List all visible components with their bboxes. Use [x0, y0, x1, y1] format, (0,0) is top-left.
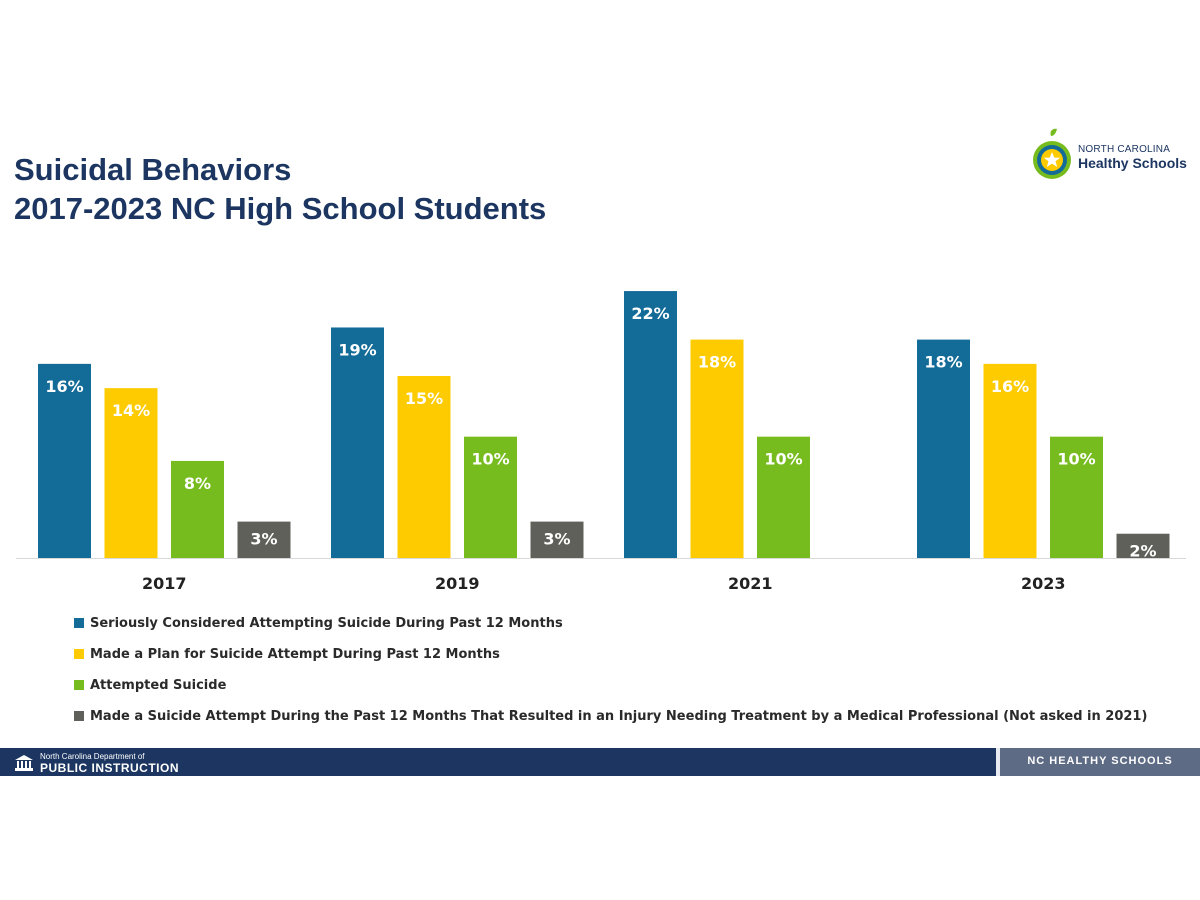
footer-brand-box: NC HEALTHY SCHOOLS — [996, 748, 1200, 776]
bar-label-2023-series-3: 10% — [1057, 450, 1095, 469]
bar-2023-series-1 — [917, 339, 970, 558]
bar-2019-series-2 — [397, 376, 451, 558]
bar-chart: 16% 14% 8% 3% 2017 19% 15% 10% 3% 2019 22% 18% 10% 20… — [16, 291, 1186, 593]
legend-label-3: Attempted Suicide — [90, 678, 227, 693]
footer-bar: North Carolina Department of PUBLIC INST… — [0, 748, 1200, 776]
chart-legend: Seriously Considered Attempting Suicide … — [74, 614, 1147, 738]
legend-label-4: Made a Suicide Attempt During the Past 1… — [90, 709, 1148, 724]
legend-swatch-2 — [74, 649, 84, 659]
logo-text-line-1: NORTH CAROLINA — [1078, 144, 1171, 155]
legend-item-2: Made a Plan for Suicide Attempt During P… — [74, 645, 1147, 676]
legend-swatch-4 — [74, 711, 84, 721]
legend-label-1: Seriously Considered Attempting Suicide … — [90, 616, 563, 631]
bar-2021-series-3 — [757, 436, 810, 558]
legend-swatch-3 — [74, 680, 84, 690]
bar-label-2019-series-3: 10% — [471, 450, 509, 469]
title-line-2: 2017-2023 NC High School Students — [14, 191, 547, 226]
healthy-schools-logo: NORTH CAROLINA Healthy Schools — [1030, 128, 1190, 186]
x-axis-label-2019: 2019 — [435, 574, 480, 593]
bar-2021-series-2 — [690, 339, 744, 558]
bar-label-2023-series-1: 18% — [924, 353, 962, 372]
bar-2021-series-1 — [624, 291, 677, 558]
title-line-1: Suicidal Behaviors — [14, 152, 292, 187]
bar-2023-series-2 — [983, 363, 1037, 558]
footer-brand-text: NC HEALTHY SCHOOLS — [1027, 755, 1173, 767]
legend-label-2: Made a Plan for Suicide Attempt During P… — [90, 647, 500, 662]
legend-item-3: Attempted Suicide — [74, 676, 1147, 707]
footer-public-instruction: PUBLIC INSTRUCTION — [40, 761, 179, 775]
bar-label-2019-series-4: 3% — [543, 530, 570, 549]
bar-label-2021-series-2: 18% — [698, 353, 736, 372]
slide-title: Suicidal Behaviors 2017-2023 NC High Sch… — [14, 150, 546, 228]
bar-label-2019-series-2: 15% — [405, 389, 443, 408]
apple-star-icon — [1033, 128, 1071, 179]
bar-label-2017-series-4: 3% — [250, 530, 277, 549]
bar-2017-series-4 — [237, 521, 291, 558]
state-capitol-icon — [15, 755, 33, 771]
bar-label-2019-series-1: 19% — [338, 340, 376, 359]
bar-2019-series-1 — [331, 327, 384, 558]
bar-2023-series-4 — [1116, 533, 1170, 558]
bar-2019-series-3 — [464, 436, 517, 558]
legend-item-1: Seriously Considered Attempting Suicide … — [74, 614, 1147, 645]
bar-label-2017-series-3: 8% — [184, 474, 211, 493]
x-axis-label-2021: 2021 — [728, 574, 773, 593]
bar-2019-series-4 — [530, 521, 584, 558]
bar-label-2023-series-2: 16% — [991, 377, 1029, 396]
bar-2023-series-3 — [1050, 436, 1103, 558]
legend-item-4: Made a Suicide Attempt During the Past 1… — [74, 707, 1147, 738]
bar-label-2017-series-1: 16% — [45, 377, 83, 396]
x-axis-label-2023: 2023 — [1021, 574, 1066, 593]
bar-2017-series-1 — [38, 363, 91, 558]
legend-swatch-1 — [74, 618, 84, 628]
bar-label-2021-series-1: 22% — [631, 304, 669, 323]
bar-2017-series-2 — [104, 388, 158, 558]
footer-department-text: North Carolina Department of — [40, 752, 145, 761]
bar-2017-series-3 — [171, 460, 224, 558]
logo-text-line-2: Healthy Schools — [1078, 155, 1187, 171]
bar-label-2023-series-4: 2% — [1129, 542, 1156, 561]
bar-label-2021-series-3: 10% — [764, 450, 802, 469]
bar-label-2017-series-2: 14% — [112, 401, 150, 420]
x-axis-label-2017: 2017 — [142, 574, 187, 593]
